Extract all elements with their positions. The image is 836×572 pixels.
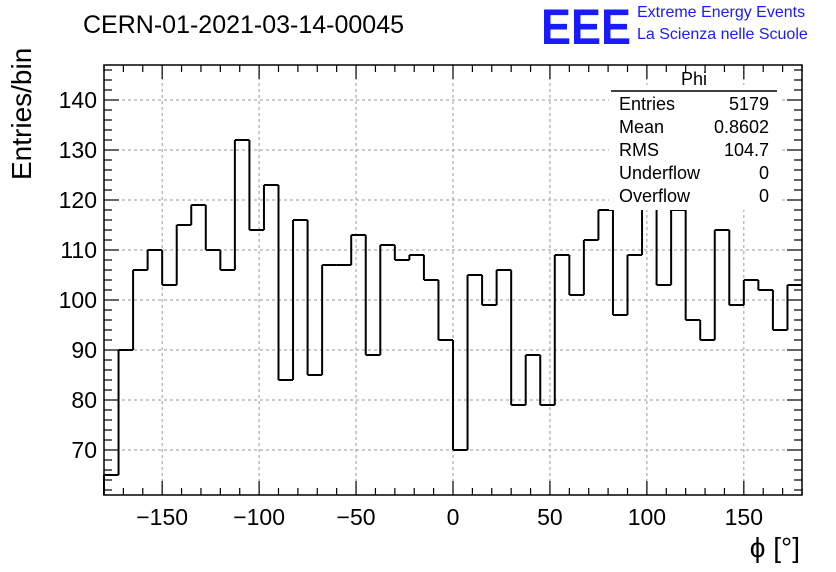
y-tick-label: 90	[71, 337, 97, 363]
y-tick-label: 130	[59, 137, 97, 163]
y-tick-label: 80	[71, 387, 97, 413]
axes: −150 −100 −50 0 50 100 150 70 80 90 100 110 120 130 14…	[59, 65, 803, 530]
stats-rms-label: RMS	[619, 140, 659, 160]
y-tick-label: 70	[71, 437, 97, 463]
org-name-line2: La Scienza nelle Scuole	[637, 26, 808, 43]
x-tick-label: 50	[537, 504, 563, 530]
stats-title: Phi	[681, 69, 707, 89]
stats-entries-label: Entries	[619, 94, 675, 114]
stats-underflow-value: 0	[759, 163, 769, 183]
histogram-series	[103, 139, 802, 495]
x-tick-label: −100	[233, 504, 285, 530]
x-axis-label: ϕ [°]	[750, 532, 800, 563]
x-tick-label: 150	[725, 504, 763, 530]
x-tick-label: 0	[447, 504, 460, 530]
stats-box: Phi Entries 5179 Mean 0.8602 RMS 104.7 U…	[609, 69, 779, 210]
y-tick-label: 140	[59, 87, 97, 113]
stats-overflow-value: 0	[759, 186, 769, 206]
eee-logo: EEE	[541, 0, 631, 55]
x-tick-label: −150	[136, 504, 188, 530]
y-tick-label: 110	[60, 237, 97, 263]
x-tick-label: 100	[628, 504, 666, 530]
org-name-line1: Extreme Energy Events	[637, 4, 805, 21]
stats-box-background	[609, 85, 779, 210]
y-tick-label: 100	[59, 287, 97, 313]
y-tick-label: 120	[59, 187, 97, 213]
stats-rms-value: 104.7	[724, 140, 769, 160]
stats-mean-value: 0.8602	[714, 117, 769, 137]
stats-entries-value: 5179	[729, 94, 769, 114]
stats-underflow-label: Underflow	[619, 163, 701, 183]
stats-mean-label: Mean	[619, 117, 664, 137]
chart-title: CERN-01-2021-03-14-00045	[83, 11, 404, 39]
x-tick-label: −50	[337, 504, 376, 530]
stats-overflow-label: Overflow	[619, 186, 691, 206]
y-axis-label: Entries/bin	[6, 48, 37, 180]
